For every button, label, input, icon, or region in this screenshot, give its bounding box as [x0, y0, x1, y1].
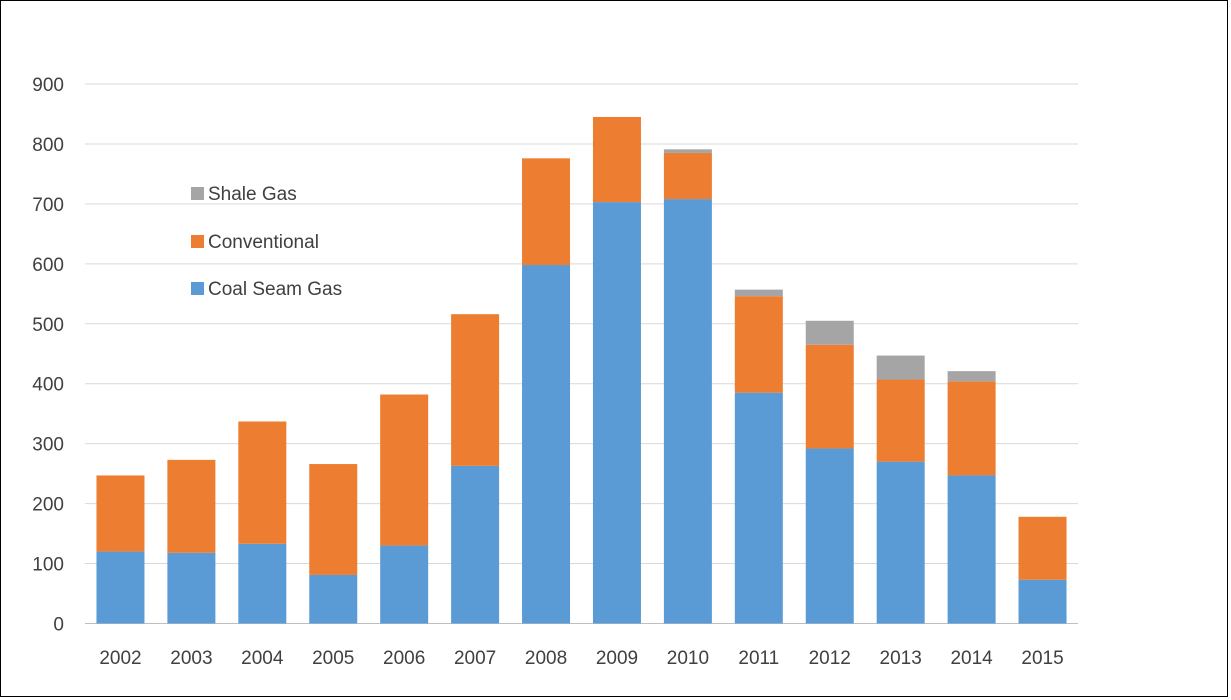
y-tick-700: 700 [32, 195, 64, 216]
x-tick-2005: 2005 [312, 648, 354, 669]
x-tick-2008: 2008 [525, 648, 567, 669]
bar-conventional-2015 [1018, 516, 1067, 580]
bar-conventional-2003 [167, 459, 216, 553]
bar-conventional-2004 [238, 421, 287, 544]
gridlines [85, 83, 1078, 624]
y-axis-tick-labels: 0 100 200 300 400 500 600 700 800 900 [32, 75, 64, 636]
x-tick-2002: 2002 [99, 648, 141, 669]
x-tick-2013: 2013 [880, 648, 922, 669]
x-axis-tick-labels: 2002 2003 2004 2005 2006 2007 2008 2009 2010 2011… [99, 648, 1063, 669]
bar-coal-seam-gas-2011 [734, 392, 783, 624]
bar-coal-seam-gas-2010 [663, 199, 712, 624]
legend-label-shale-gas: Shale Gas [208, 184, 297, 205]
bar-coal-seam-gas-2002 [96, 551, 145, 624]
legend-swatch-coal-seam-gas [191, 282, 204, 295]
legend-label-coal-seam-gas: Coal Seam Gas [208, 279, 342, 300]
y-tick-300: 300 [32, 435, 64, 456]
x-tick-2010: 2010 [667, 648, 709, 669]
bar-conventional-2008 [522, 158, 571, 266]
x-tick-2015: 2015 [1021, 648, 1063, 669]
bar-conventional-2005 [309, 464, 358, 575]
bar-conventional-2012 [805, 344, 854, 449]
bar-coal-seam-gas-2009 [592, 202, 641, 624]
bar-conventional-2010 [663, 152, 712, 200]
bar-coal-seam-gas-2004 [238, 543, 287, 624]
bar-shale-gas-2010 [663, 149, 712, 153]
bar-coal-seam-gas-2007 [451, 465, 500, 624]
legend: Shale Gas Conventional Coal Seam Gas [191, 184, 342, 300]
x-tick-2003: 2003 [170, 648, 212, 669]
x-tick-2007: 2007 [454, 648, 496, 669]
bar-shale-gas-2014 [947, 371, 996, 382]
bar-conventional-2002 [96, 475, 145, 552]
bar-conventional-2013 [876, 379, 925, 462]
legend-label-conventional: Conventional [208, 232, 319, 253]
x-tick-2004: 2004 [241, 648, 284, 669]
bar-coal-seam-gas-2014 [947, 475, 996, 624]
bar-conventional-2006 [380, 394, 429, 546]
bar-coal-seam-gas-2008 [522, 265, 571, 624]
legend-swatch-conventional [191, 235, 204, 248]
bar-conventional-2014 [947, 381, 996, 476]
bar-coal-seam-gas-2015 [1018, 579, 1067, 624]
bar-conventional-2011 [734, 296, 783, 393]
bar-conventional-2009 [592, 116, 641, 203]
bar-coal-seam-gas-2003 [167, 552, 216, 624]
y-tick-800: 800 [32, 135, 64, 156]
bar-shale-gas-2012 [805, 320, 854, 345]
bar-coal-seam-gas-2013 [876, 461, 925, 624]
x-tick-2011: 2011 [738, 648, 779, 669]
x-tick-2012: 2012 [809, 648, 851, 669]
bar-coal-seam-gas-2012 [805, 448, 854, 624]
y-tick-100: 100 [32, 555, 64, 576]
y-tick-200: 200 [32, 495, 64, 516]
x-tick-2014: 2014 [950, 648, 993, 669]
bar-shale-gas-2011 [734, 289, 783, 297]
y-tick-400: 400 [32, 375, 64, 396]
x-tick-2009: 2009 [596, 648, 638, 669]
bar-coal-seam-gas-2006 [380, 545, 429, 624]
x-tick-2006: 2006 [383, 648, 425, 669]
bar-conventional-2007 [451, 314, 500, 466]
y-tick-600: 600 [32, 255, 64, 276]
y-tick-0: 0 [53, 615, 64, 636]
legend-swatch-shale-gas [191, 187, 204, 200]
y-tick-500: 500 [32, 315, 64, 336]
y-tick-900: 900 [32, 75, 64, 96]
bars [96, 116, 1067, 624]
bar-shale-gas-2013 [876, 355, 925, 380]
bar-coal-seam-gas-2005 [309, 574, 358, 624]
